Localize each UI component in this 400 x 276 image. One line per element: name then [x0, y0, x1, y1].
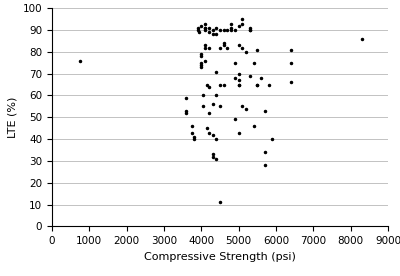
Y-axis label: LTE (%): LTE (%): [7, 97, 17, 138]
X-axis label: Compressive Strength (psi): Compressive Strength (psi): [144, 252, 296, 262]
